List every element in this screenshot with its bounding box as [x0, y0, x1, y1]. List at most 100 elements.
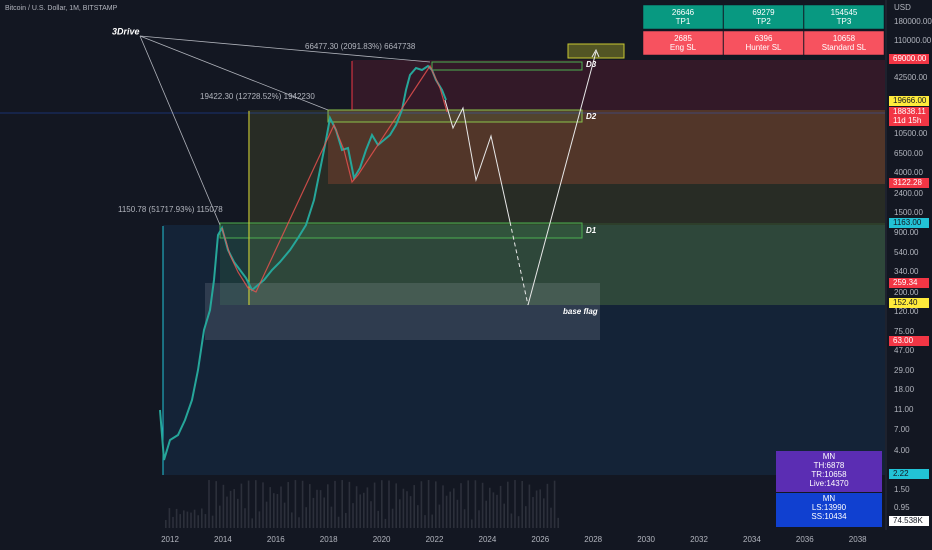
volume-bar: [503, 503, 505, 528]
volume-bar: [229, 490, 232, 528]
stats-box: [776, 451, 882, 492]
price-tick: 6500.00: [894, 149, 923, 158]
volume-bar: [197, 515, 199, 528]
volume-bar: [445, 495, 448, 528]
volume-bar: [420, 481, 423, 528]
volume-bar: [471, 519, 473, 528]
stats-line: SS:10434: [811, 512, 847, 521]
price-badge: [889, 336, 929, 346]
stats-line: MN: [823, 494, 836, 503]
volume-bar: [377, 510, 379, 528]
volume-bar: [334, 480, 336, 528]
stats-line: Live:14370: [809, 479, 849, 488]
price-badge: [889, 107, 929, 117]
volume-bar: [492, 492, 495, 528]
stats-line: LS:13990: [812, 503, 847, 512]
volume-bar: [499, 485, 502, 528]
price-tick: 1.50: [894, 485, 910, 494]
volume-bar: [435, 481, 437, 528]
cell-label: TP1: [676, 17, 691, 26]
price-tick: 340.00: [894, 267, 919, 276]
volume-bar: [359, 494, 361, 528]
year-tick: 2032: [690, 535, 708, 544]
volume-bar: [291, 512, 293, 528]
price-badge: [889, 178, 929, 188]
year-tick: 2024: [479, 535, 497, 544]
price-badge-label: 3122.28: [893, 178, 922, 187]
volume-bar: [449, 491, 451, 528]
volume-bar: [341, 480, 343, 528]
volume-bar: [287, 482, 289, 528]
volume-bar: [395, 483, 397, 528]
volume-bar: [193, 509, 196, 528]
year-tick: 2016: [267, 535, 285, 544]
year-tick: 2036: [796, 535, 814, 544]
volume-bar: [543, 498, 545, 528]
volume-bar: [384, 518, 387, 528]
volume-bar: [388, 480, 390, 528]
volume-bar: [481, 482, 484, 528]
volume-bar: [409, 496, 412, 528]
volume-bar: [175, 508, 178, 528]
volume-bar: [442, 485, 444, 528]
price-tick: 2400.00: [894, 189, 923, 198]
volume-bar: [507, 481, 509, 528]
price-badge-label: 69000.00: [893, 54, 927, 63]
volume-bar: [363, 492, 365, 528]
price-tick: 1500.00: [894, 208, 923, 217]
volume-bar: [258, 511, 261, 528]
volume-bar: [222, 484, 225, 528]
price-tick: 7.00: [894, 425, 910, 434]
volume-bar: [244, 508, 246, 528]
price-tick: 200.00: [894, 288, 919, 297]
volume-bar: [399, 499, 401, 528]
stats-box: [776, 493, 882, 527]
pattern-label: 3Drive: [112, 26, 140, 36]
price-badge-label: 2.22: [893, 469, 909, 478]
base-flag-zone: [205, 283, 600, 340]
cell-label: Hunter SL: [745, 43, 782, 52]
table-cell: [723, 30, 804, 56]
price-badge: [889, 218, 929, 228]
volume-bar: [312, 497, 315, 528]
cell-label: Eng SL: [670, 43, 697, 52]
cell-label: TP2: [756, 17, 771, 26]
year-tick: 2022: [426, 535, 444, 544]
price-axis: 180000.00 110000.00 42500.00 10500.00 6500.0…: [889, 17, 932, 526]
volume-bar: [370, 501, 372, 528]
price-badge: [889, 278, 929, 288]
measure-label: 19422.30 (12728.52%) 1942230: [200, 92, 315, 101]
volume-bar: [319, 490, 322, 528]
price-path: [159, 64, 447, 461]
volume-bar: [208, 480, 210, 528]
cell-value: 6396: [755, 34, 773, 43]
zone-label: D1: [586, 226, 597, 235]
volume-bar: [517, 516, 520, 528]
cell-value: 2685: [674, 34, 692, 43]
price-path-down: [221, 64, 448, 293]
price-tick: 540.00: [894, 248, 919, 257]
table-cell: [642, 30, 724, 56]
price-tick: 110000.00: [894, 36, 932, 45]
volume-bar: [280, 486, 282, 528]
volume-bar: [532, 497, 534, 528]
volume-bar: [233, 489, 235, 528]
zone-label: base flag: [563, 307, 598, 316]
year-tick: 2014: [214, 535, 232, 544]
table-cell: [803, 4, 885, 30]
measure-label: 1150.78 (51717.93%) 115078: [118, 205, 223, 214]
volume-bar: [327, 484, 329, 528]
line: [139, 35, 329, 111]
volume-bar: [381, 480, 383, 528]
volume-bar: [413, 485, 415, 528]
volume-bar: [539, 489, 541, 528]
volume-bar: [521, 481, 523, 528]
year-tick: 2028: [584, 535, 602, 544]
volume-bar: [251, 518, 253, 528]
price-tick: 120.00: [894, 307, 919, 316]
price-badge-label: 18838.11: [893, 107, 926, 116]
volume-bar: [550, 507, 552, 528]
volume-bar: [298, 517, 300, 528]
